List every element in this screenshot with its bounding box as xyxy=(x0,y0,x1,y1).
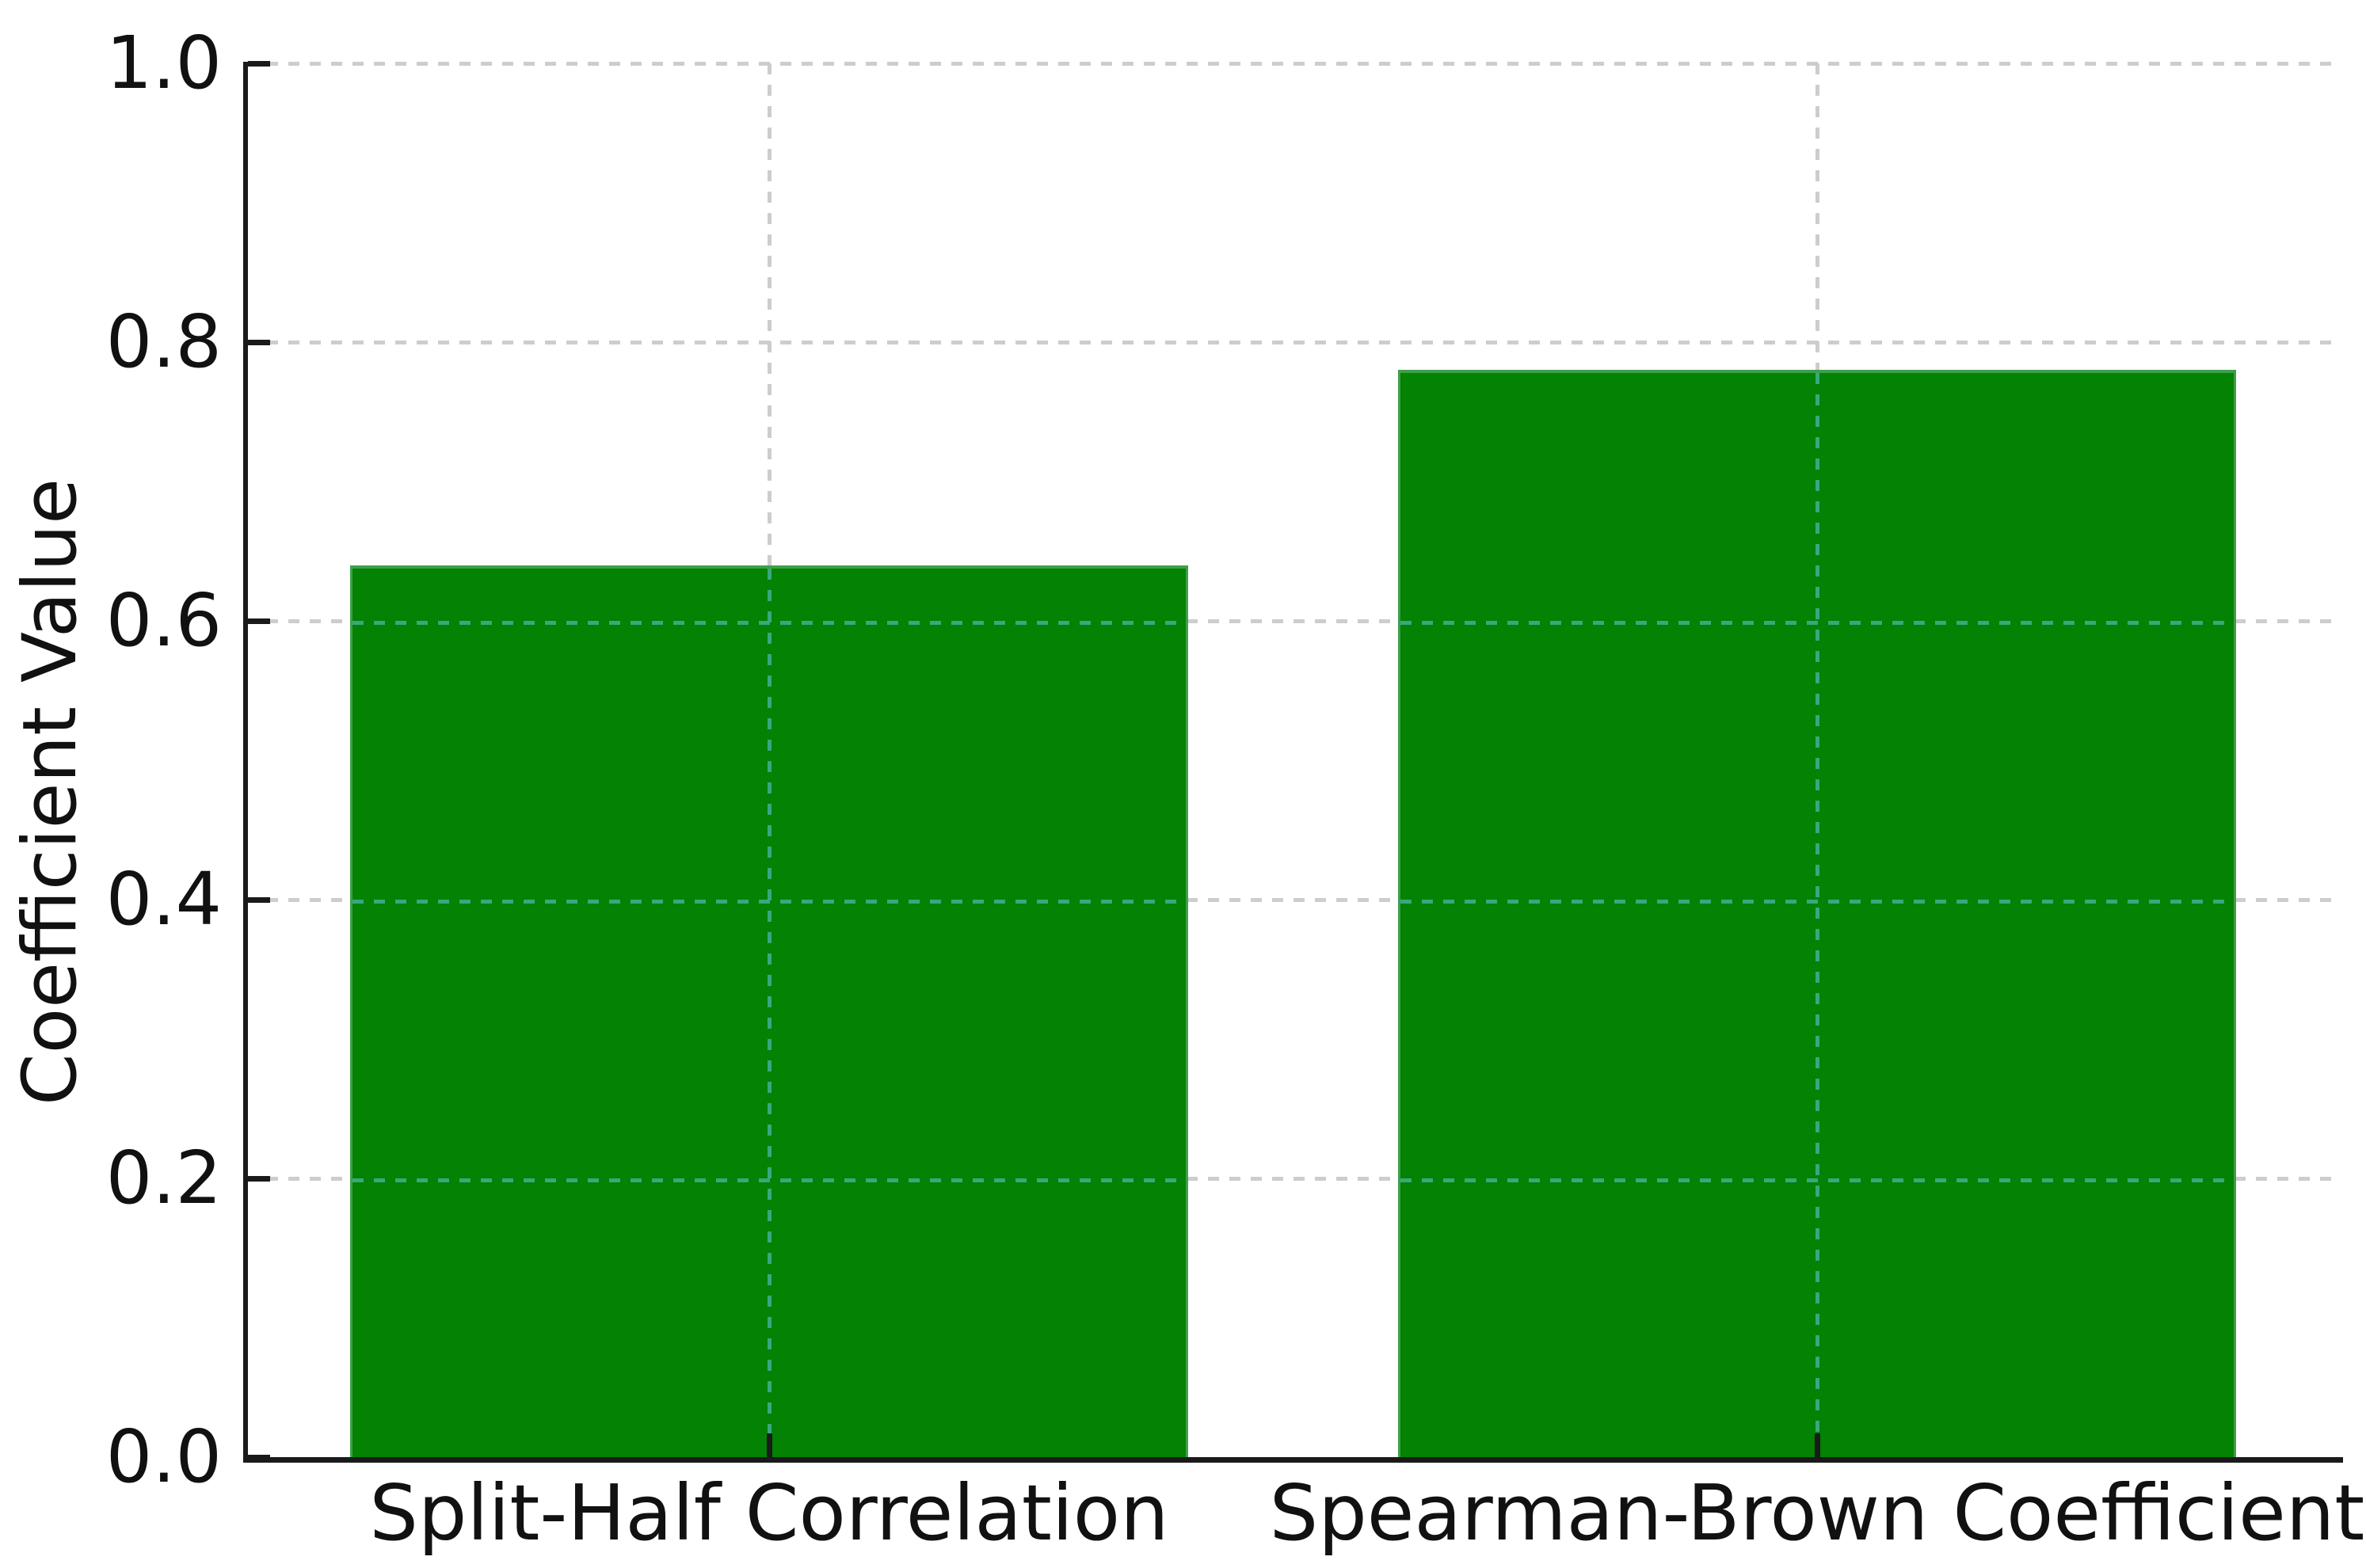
y-axis-title: Coefficient Value xyxy=(7,478,93,1106)
y-tick-mark xyxy=(248,1176,270,1182)
y-tick-label: 1.0 xyxy=(105,21,222,105)
y-tick-mark xyxy=(248,1455,270,1460)
y-tick-mark xyxy=(248,340,270,345)
y-tick-mark xyxy=(248,897,270,903)
h-gridline xyxy=(246,1177,2341,1181)
h-gridline xyxy=(246,341,2341,344)
y-tick-mark xyxy=(248,618,270,624)
x-tick-mark xyxy=(1815,1433,1820,1457)
v-gridline-over-bar xyxy=(768,569,772,1457)
y-tick-label: 0.8 xyxy=(105,299,222,384)
x-axis-spine xyxy=(243,1457,2343,1463)
bar-split-half-correlation xyxy=(350,565,1188,1457)
v-gridline-over-bar xyxy=(1815,373,1819,1457)
h-gridline xyxy=(246,898,2341,902)
bar-spearman-brown-coefficient xyxy=(1398,370,2236,1457)
y-tick-label: 0.6 xyxy=(105,578,222,663)
h-gridline xyxy=(246,62,2341,66)
h-gridline xyxy=(246,619,2341,623)
y-tick-label: 0.2 xyxy=(105,1136,222,1220)
x-tick-mark xyxy=(767,1433,772,1457)
y-tick-mark xyxy=(248,61,270,67)
y-tick-label: 0.0 xyxy=(105,1414,222,1499)
x-tick-label: Split-Half Correlation xyxy=(369,1468,1169,1558)
x-tick-label: Spearman-Brown Coefficient xyxy=(1269,1468,2365,1558)
y-tick-label: 0.4 xyxy=(105,857,222,942)
y-axis-spine xyxy=(243,62,248,1462)
